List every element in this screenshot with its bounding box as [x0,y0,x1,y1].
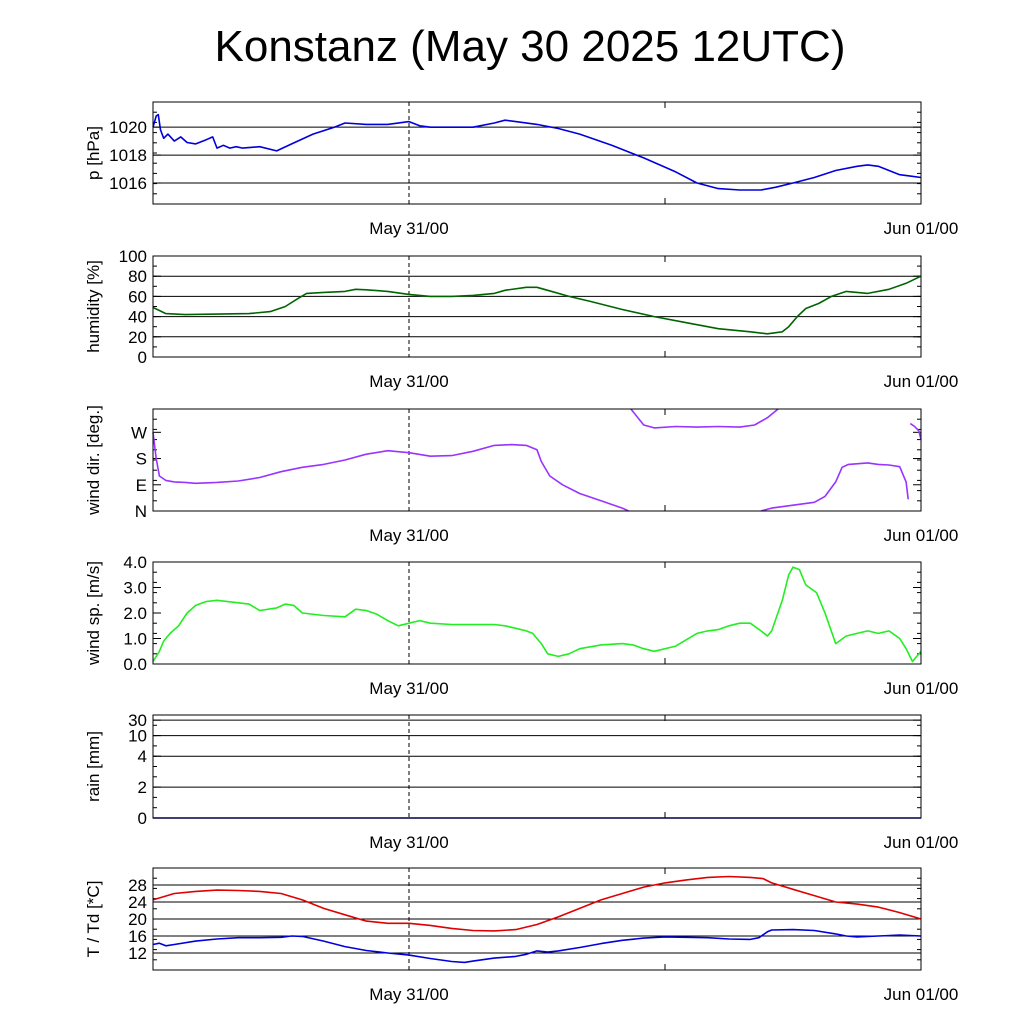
y-tick-label: 0.0 [123,655,147,674]
x-tick-label: Jun 01/00 [884,526,959,545]
y-tick-label: 2 [138,778,147,797]
y-axis-label: rain [mm] [84,731,103,802]
series-t-line [152,875,922,932]
y-tick-label: 40 [128,308,147,327]
y-tick-label: 20 [128,910,147,929]
y-axis-label: T / Td [*C] [84,881,103,958]
y-tick-label: 20 [128,328,147,347]
y-tick-label: 16 [128,927,147,946]
y-tick-label: 80 [128,267,147,286]
y-tick-label: W [131,423,147,442]
y-tick-label: 1016 [109,174,147,193]
x-tick-label: May 31/00 [369,833,448,852]
y-tick-label: 0 [138,809,147,828]
y-tick-label: 10 [128,727,147,746]
y-tick-label: 24 [128,893,147,912]
series-line [152,432,630,512]
y-tick-label: E [136,476,147,495]
y-tick-label: 3.0 [123,579,147,598]
y-tick-label: 28 [128,876,147,895]
y-tick-label: S [136,450,147,469]
series-line [909,422,922,440]
x-tick-label: Jun 01/00 [884,219,959,238]
series-td-line [152,928,922,964]
y-tick-label: 1020 [109,118,147,137]
series-line [152,566,922,663]
x-tick-label: May 31/00 [369,985,448,1004]
series-line [630,408,779,429]
y-tick-label: 30 [128,711,147,730]
y-tick-label: N [135,502,147,521]
x-tick-label: Jun 01/00 [884,679,959,698]
panel-frame [152,714,922,819]
series-line [152,113,922,191]
y-tick-label: 4 [138,747,147,766]
series-line [760,462,909,512]
panel-frame [152,255,922,358]
x-tick-label: May 31/00 [369,526,448,545]
y-tick-label: 1.0 [123,630,147,649]
x-tick-label: May 31/00 [369,372,448,391]
y-tick-label: 2.0 [123,604,147,623]
y-axis-label: wind dir. [deg.] [84,405,103,516]
chart-title: Konstanz (May 30 2025 12UTC) [214,22,846,71]
y-tick-label: 0 [138,348,147,367]
y-tick-label: 60 [128,287,147,306]
panel-frame [152,101,922,205]
y-axis-label: wind sp. [m/s] [84,561,103,666]
x-tick-label: May 31/00 [369,679,448,698]
x-tick-label: Jun 01/00 [884,985,959,1004]
x-tick-label: May 31/00 [369,219,448,238]
panel-frame [152,561,922,665]
y-axis-label: p [hPa] [84,126,103,180]
y-tick-label: 100 [119,247,147,266]
panel-frame [152,867,922,971]
x-tick-label: Jun 01/00 [884,372,959,391]
x-tick-label: Jun 01/00 [884,833,959,852]
y-tick-label: 1018 [109,146,147,165]
panel-frame [152,408,922,512]
y-tick-label: 12 [128,944,147,963]
y-axis-label: humidity [%] [84,260,103,353]
series-line [152,275,922,335]
y-tick-label: 4.0 [123,553,147,572]
